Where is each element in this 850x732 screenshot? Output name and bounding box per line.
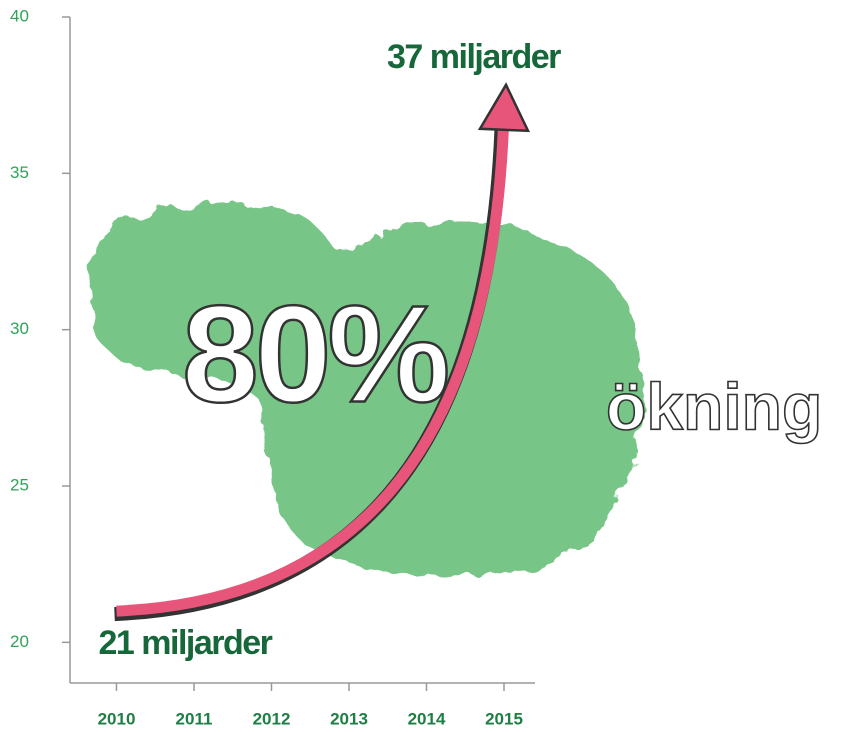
- x-tick-label: 2013: [330, 709, 368, 728]
- x-tick-label: 2012: [253, 709, 291, 728]
- value-label: 21 miljarder: [99, 624, 273, 662]
- chart: 20 25 30 35 40 2010 2011 2012 2013 2014 2015 21 mil…: [0, 0, 850, 732]
- x-tick-label: 2014: [408, 709, 446, 728]
- y-tick-label: 40: [10, 6, 29, 25]
- annotation-percent: 80%: [182, 277, 447, 431]
- value-label: 37 miljarder: [387, 38, 561, 76]
- x-tick-label: 2015: [485, 709, 523, 728]
- page: 20 25 30 35 40 2010 2011 2012 2013 2014 2015 21 mil…: [0, 0, 850, 732]
- x-tick-label: 2011: [176, 709, 213, 728]
- y-tick-label: 30: [10, 319, 29, 338]
- arrow-head: [480, 85, 528, 131]
- y-tick-label: 20: [10, 632, 29, 651]
- annotation-word: ökning: [606, 369, 822, 443]
- y-tick-label: 25: [10, 475, 29, 494]
- x-tick-label: 2010: [98, 709, 136, 728]
- y-tick-label: 35: [10, 163, 29, 182]
